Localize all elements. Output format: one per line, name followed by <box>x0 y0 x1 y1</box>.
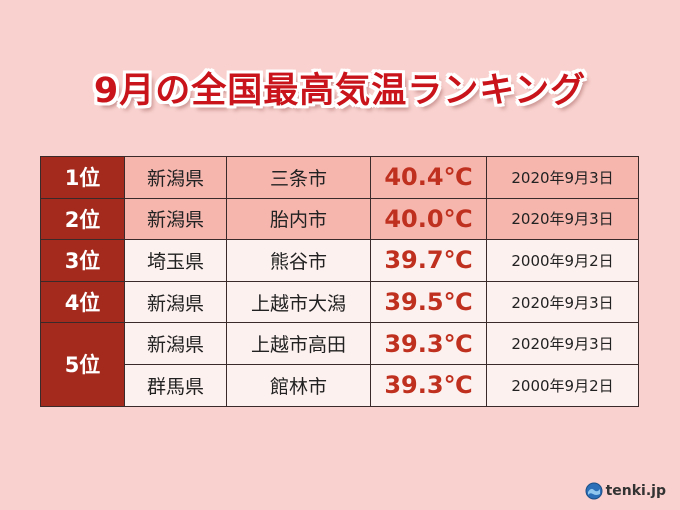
city-cell: 胎内市 <box>226 197 371 241</box>
city-cell: 館林市 <box>226 363 371 407</box>
temperature-cell: 39.3℃ <box>370 322 487 365</box>
rank-cell: 4位 <box>40 280 125 324</box>
date-cell: 2020年9月3日 <box>486 156 639 199</box>
table-row: 4位 新潟県 上越市大潟 39.5℃ 2020年9月3日 <box>40 280 639 324</box>
prefecture-cell: 群馬県 <box>124 363 227 407</box>
temperature-cell: 40.4℃ <box>370 156 487 199</box>
date-cell: 2020年9月3日 <box>486 197 639 241</box>
ranking-table: 1位 新潟県 三条市 40.4℃ 2020年9月3日 2位 新潟県 胎内市 40… <box>40 156 639 407</box>
prefecture-cell: 新潟県 <box>124 156 227 199</box>
prefecture-cell: 新潟県 <box>124 197 227 241</box>
table-row: 3位 埼玉県 熊谷市 39.7℃ 2000年9月2日 <box>40 239 639 282</box>
table-row: 2位 新潟県 胎内市 40.0℃ 2020年9月3日 <box>40 197 639 241</box>
tenki-logo-text: tenki.jp <box>605 483 666 499</box>
page-title: 9月の全国最高気温ランキング <box>93 71 587 111</box>
city-cell: 上越市大潟 <box>226 280 371 324</box>
prefecture-cell: 埼玉県 <box>124 239 227 282</box>
date-cell: 2000年9月2日 <box>486 363 639 407</box>
temperature-cell: 39.3℃ <box>370 363 487 407</box>
table-row: 1位 新潟県 三条市 40.4℃ 2020年9月3日 <box>40 156 639 199</box>
prefecture-cell: 新潟県 <box>124 322 227 365</box>
city-cell: 熊谷市 <box>226 239 371 282</box>
date-cell: 2020年9月3日 <box>486 280 639 324</box>
city-cell: 上越市高田 <box>226 322 371 365</box>
table-row: 5位 新潟県 上越市高田 39.3℃ 2020年9月3日 <box>40 322 639 407</box>
date-cell: 2020年9月3日 <box>486 322 639 365</box>
rank-cell: 5位 <box>40 322 125 407</box>
temperature-cell: 39.5℃ <box>370 280 487 324</box>
prefecture-cell: 新潟県 <box>124 280 227 324</box>
rank-cell: 2位 <box>40 197 125 241</box>
date-cell: 2000年9月2日 <box>486 239 639 282</box>
table-row: 群馬県 館林市 39.3℃ 2000年9月2日 <box>41 363 639 407</box>
tenki-logo-icon <box>585 482 603 500</box>
city-cell: 三条市 <box>226 156 371 199</box>
temperature-cell: 39.7℃ <box>370 239 487 282</box>
rank-cell: 3位 <box>40 239 125 282</box>
rank-cell: 1位 <box>40 156 125 199</box>
tenki-logo: tenki.jp <box>585 482 666 500</box>
temperature-cell: 40.0℃ <box>370 197 487 241</box>
